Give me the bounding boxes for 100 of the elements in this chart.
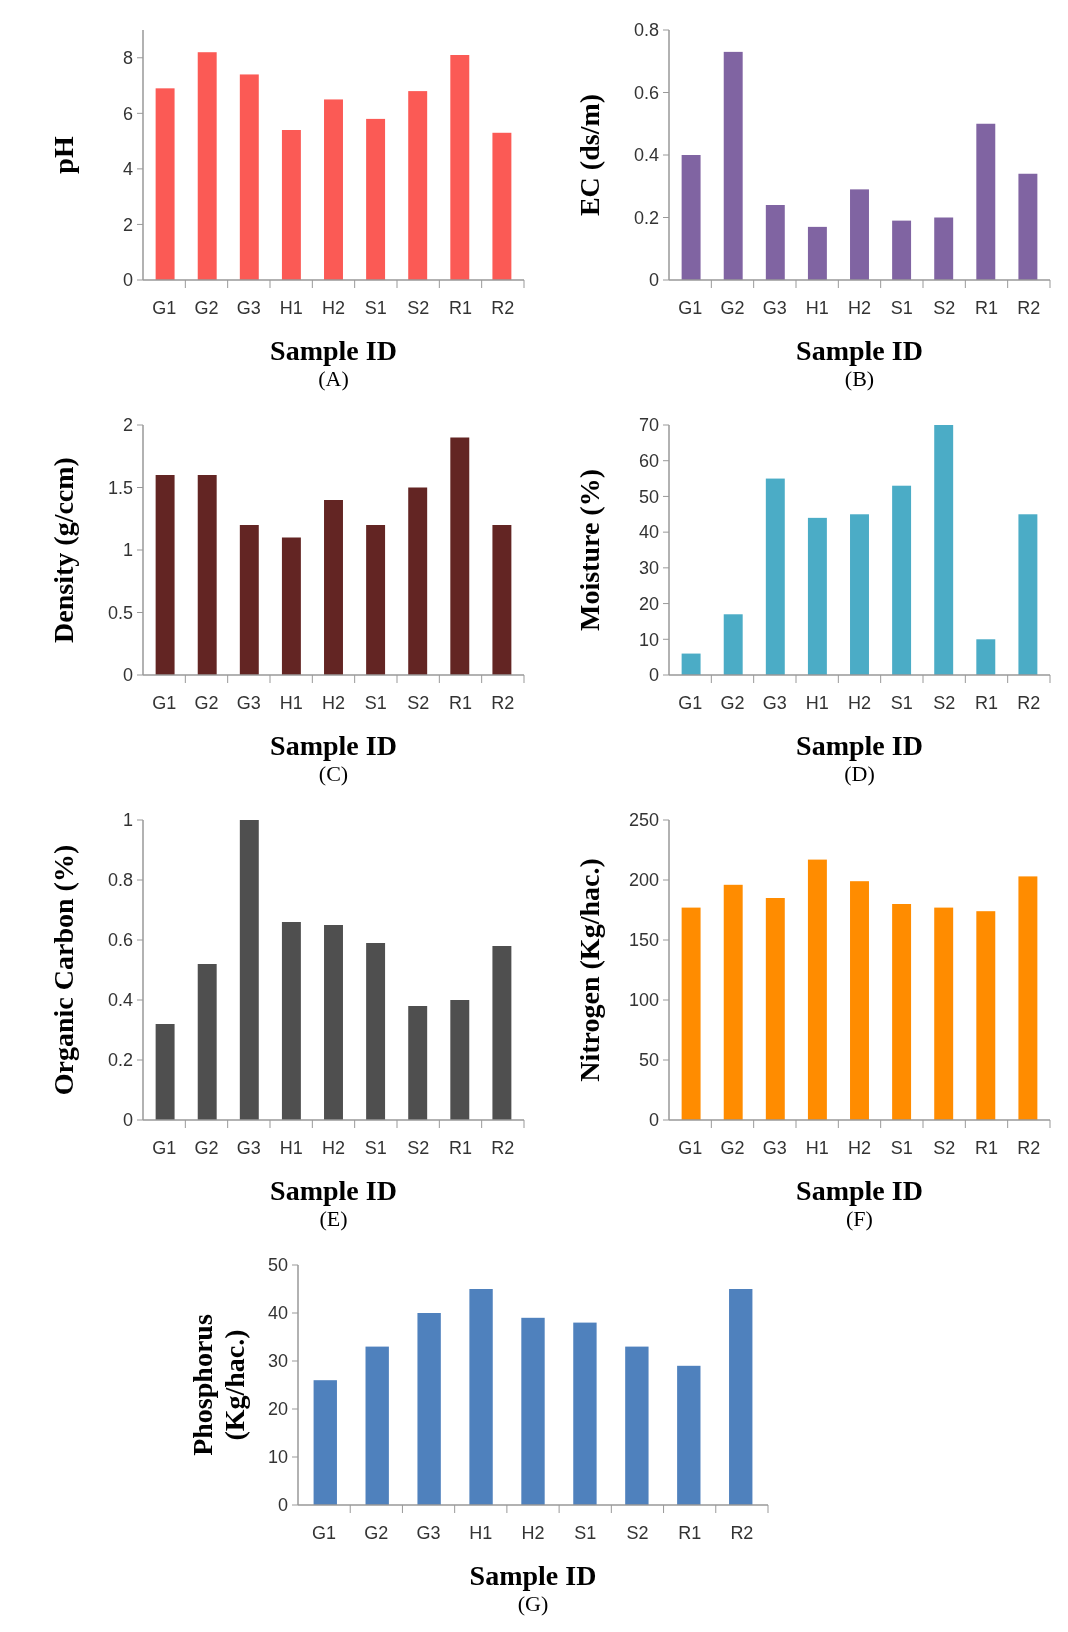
x-tick-label: S1 [364,298,387,318]
bar [366,118,386,280]
y-tick-label: 0.8 [633,20,659,41]
y-tick-label: 6 [122,103,133,124]
x-tick-label: R2 [491,693,515,713]
x-tick-label: H1 [805,1138,829,1158]
bar [681,155,701,280]
bar [324,500,343,675]
y-tick-label: 0.6 [633,82,659,103]
bar [729,1289,753,1505]
bar [365,1346,389,1505]
bar [1018,173,1038,280]
x-tick-label: H1 [279,298,303,318]
bar [408,487,428,675]
x-tick-label: G1 [152,298,177,318]
x-tick-label: H2 [847,298,872,318]
y-tick-label: 50 [638,1050,659,1071]
x-tick-label: H2 [521,1523,545,1543]
bar [408,1006,428,1120]
x-tick-label: S2 [933,1138,956,1158]
x-tick-label: R1 [974,298,999,318]
bar [197,52,217,280]
y-tick-label: 250 [628,810,659,831]
x-tick-label: S2 [933,693,956,713]
x-tick-label: R2 [1017,298,1041,318]
y-tick-label: 30 [267,1351,288,1372]
x-tick-label: G1 [152,1138,177,1158]
bar [976,639,996,675]
y-tick-label: 70 [638,415,659,436]
bar [723,51,743,280]
y-tick-label: 50 [638,486,659,507]
bar [625,1346,649,1505]
x-tick-label: R2 [1017,693,1041,713]
bar [976,911,996,1120]
bar [239,74,259,280]
bar [450,1000,470,1120]
bar [892,220,912,280]
bar [450,437,470,675]
x-tick-label: H1 [279,1138,303,1158]
x-tick-label: R1 [678,1523,702,1543]
x-tick-label: R2 [491,1138,515,1158]
bar [366,943,386,1120]
x-tick-label: G1 [678,298,703,318]
bar [492,946,512,1120]
bar [934,907,954,1120]
bar [492,132,512,280]
y-axis-title: pH [48,136,79,174]
bar [573,1322,597,1505]
x-axis-title: Sample ID [270,335,397,366]
bar [197,964,217,1120]
x-axis-title: Sample ID [270,1175,397,1206]
y-axis-title: Nitrogen (Kg/hac.) [574,858,605,1082]
y-tick-label: 2 [122,214,133,235]
y-axis-title: Phosphorus (Kg/hac.) [187,1314,250,1456]
x-tick-label: H1 [279,693,303,713]
bar [450,55,470,280]
bar [155,1024,175,1120]
x-tick-label: S1 [890,693,913,713]
bar [492,525,512,675]
y-axis-title: Organic Carbon (%) [48,844,79,1096]
bar [281,130,301,280]
bar [417,1313,441,1505]
bar [197,475,217,675]
y-tick-label: 0 [122,665,133,686]
x-tick-label: R2 [1017,1138,1041,1158]
y-tick-label: 1 [122,540,133,561]
x-tick-label: R1 [448,693,473,713]
x-tick-label: S2 [626,1523,649,1543]
y-tick-label: 20 [267,1399,288,1420]
bar [1018,876,1038,1120]
text: (D) [844,761,875,786]
y-tick-label: 1.5 [107,477,133,498]
y-tick-label: 0.6 [107,930,133,951]
y-tick-label: 10 [267,1447,288,1468]
bar [934,425,954,675]
bar [313,1380,337,1505]
bar [408,91,428,280]
bar [469,1289,493,1505]
bar [765,205,785,280]
y-tick-label: 150 [628,930,659,951]
y-tick-label: 0.5 [107,602,133,623]
y-tick-label: 0 [648,270,659,291]
bar [521,1317,545,1505]
y-tick-label: 1 [122,810,133,831]
x-tick-label: G1 [678,693,703,713]
bar [324,925,343,1120]
text: (G) [517,1591,549,1616]
x-tick-label: S1 [890,1138,913,1158]
x-tick-label: H1 [805,298,829,318]
x-tick-label: G2 [720,298,745,318]
x-tick-label: G3 [236,693,261,713]
x-tick-label: G1 [678,1138,703,1158]
bar [723,614,743,675]
bar [976,123,996,280]
y-tick-label: 30 [638,558,659,579]
bar [1018,514,1038,675]
y-tick-label: 4 [122,159,133,180]
y-tick-label: 0 [122,270,133,291]
text: (F) [846,1206,873,1231]
x-tick-label: S2 [407,298,430,318]
